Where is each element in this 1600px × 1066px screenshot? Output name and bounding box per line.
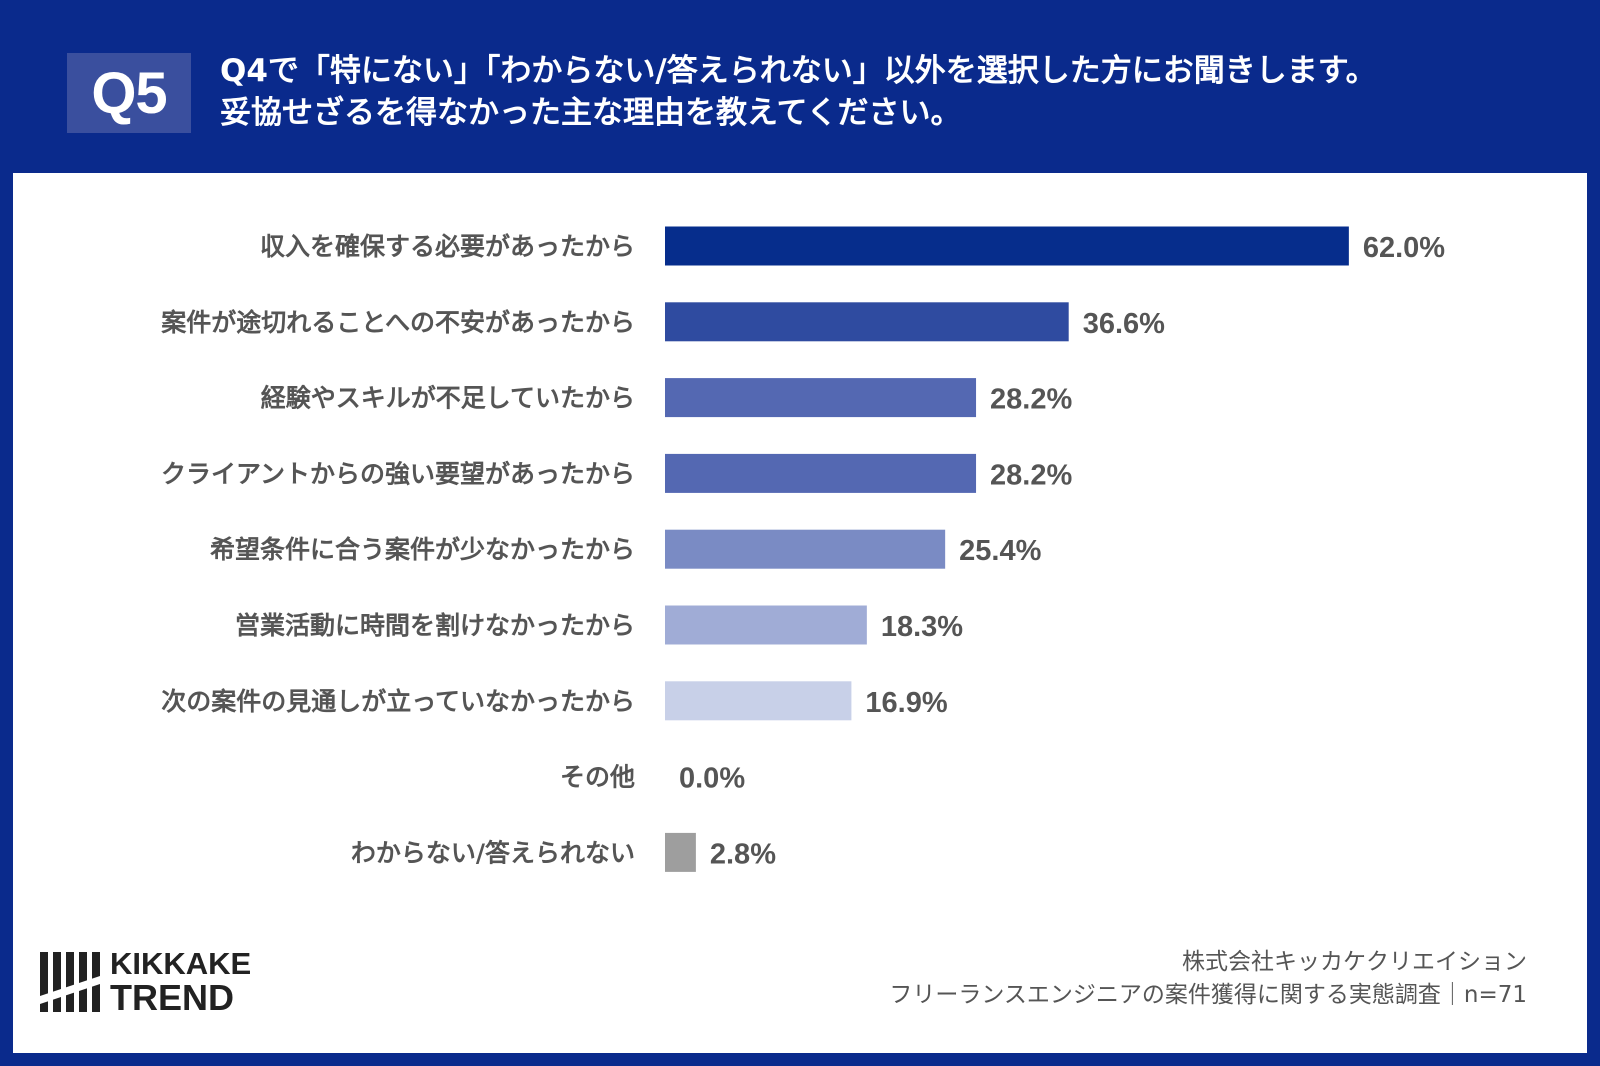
bar (665, 529, 946, 569)
value-label: 0.0% (679, 763, 745, 795)
value-label: 28.2% (990, 459, 1072, 491)
value-label: 28.2% (990, 384, 1072, 416)
question-title-line1: Q4で「特にない」「わからない/答えられない」以外を選択した方にお聞きします。 (220, 53, 1377, 89)
logo-line1: KIKKAKE (110, 946, 252, 981)
category-label: 次の案件の見通しが立っていなかったから (161, 687, 635, 716)
category-label: 希望条件に合う案件が少なかったから (210, 535, 635, 564)
category-label: 経験やスキルが不足していたから (261, 384, 635, 413)
logo-text: KIKKAKE TREND (110, 948, 251, 1016)
logo-line2: TREND (110, 977, 234, 1018)
category-label: その他 (560, 763, 635, 792)
header: Q5 Q4で「特にない」「わからない/答えられない」以外を選択した方にお聞きしま… (0, 0, 1600, 172)
bar (665, 302, 1069, 342)
value-label: 2.8% (710, 838, 776, 870)
logo-mark-icon (40, 952, 100, 1012)
value-label: 16.9% (865, 687, 947, 719)
bar (665, 378, 977, 418)
brand-logo: KIKKAKE TREND (40, 948, 280, 1020)
question-title-line2: 妥協せざるを得なかった主な理由を教えてください。 (220, 95, 962, 131)
value-label: 36.6% (1083, 308, 1165, 340)
bar (665, 681, 852, 721)
value-label: 25.4% (959, 535, 1041, 567)
question-title: Q4で「特にない」「わからない/答えられない」以外を選択した方にお聞きします。 … (220, 50, 1560, 134)
bar-chart: 収入を確保する必要があったから 62.0% 案件が途切れることへの不安があったから 3… (160, 226, 1445, 872)
bar (665, 832, 696, 872)
value-label: 18.3% (881, 611, 963, 643)
credit-company: 株式会社キッカケクリエイション (1182, 949, 1527, 975)
category-label: クライアントからの強い要望があったから (161, 459, 635, 488)
bar (665, 226, 1349, 266)
bar (665, 453, 977, 493)
value-label: 62.0% (1363, 232, 1445, 264)
question-badge: Q5 (67, 53, 191, 133)
credit-survey: フリーランスエンジニアの案件獲得に関する実態調査｜n=71 (889, 982, 1527, 1008)
bar (665, 605, 867, 645)
category-label: 収入を確保する必要があったから (260, 232, 635, 261)
category-label: 案件が途切れることへの不安があったから (160, 308, 635, 337)
category-label: わからない/答えられない (351, 838, 635, 867)
category-label: 営業活動に時間を割けなかったから (235, 611, 635, 640)
chart-panel: 収入を確保する必要があったから 62.0% 案件が途切れることへの不安があったから 3… (13, 173, 1587, 1053)
source-credit: 株式会社キッカケクリエイション フリーランスエンジニアの案件獲得に関する実態調査… (889, 946, 1527, 1012)
